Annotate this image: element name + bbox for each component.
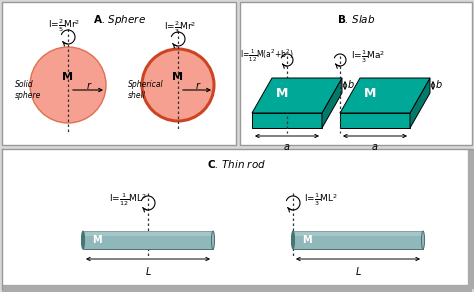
Text: M: M bbox=[302, 235, 312, 245]
Ellipse shape bbox=[30, 47, 106, 123]
Text: Solid
sphere: Solid sphere bbox=[15, 80, 41, 100]
FancyBboxPatch shape bbox=[83, 231, 213, 249]
Text: I=$\frac{1}{3}$Ma$^2$: I=$\frac{1}{3}$Ma$^2$ bbox=[351, 48, 385, 65]
Text: L: L bbox=[356, 267, 361, 277]
Text: b: b bbox=[436, 81, 442, 91]
Ellipse shape bbox=[421, 231, 425, 249]
Text: M: M bbox=[276, 87, 288, 100]
Ellipse shape bbox=[292, 231, 294, 249]
Text: r: r bbox=[87, 81, 91, 91]
FancyBboxPatch shape bbox=[2, 2, 236, 145]
Polygon shape bbox=[410, 78, 430, 128]
Text: b: b bbox=[348, 81, 354, 91]
Text: $\bf{A}$. Sphere: $\bf{A}$. Sphere bbox=[92, 13, 146, 27]
Text: $\bf{C}$. Thin rod: $\bf{C}$. Thin rod bbox=[208, 158, 266, 170]
Text: I=$\frac{2}{3}$Mr$^2$: I=$\frac{2}{3}$Mr$^2$ bbox=[164, 19, 196, 36]
FancyBboxPatch shape bbox=[293, 231, 423, 237]
Polygon shape bbox=[252, 78, 342, 113]
Text: M: M bbox=[92, 235, 102, 245]
Ellipse shape bbox=[211, 231, 215, 249]
Text: I=$\frac{1}{12}$M(a$^2$+b$^2$): I=$\frac{1}{12}$M(a$^2$+b$^2$) bbox=[240, 48, 294, 64]
Text: $\bf{B}$. Slab: $\bf{B}$. Slab bbox=[337, 13, 375, 25]
Text: M: M bbox=[173, 72, 183, 82]
Polygon shape bbox=[322, 78, 342, 128]
Ellipse shape bbox=[82, 231, 84, 249]
Text: I=$\frac{1}{12}$ML$^2$: I=$\frac{1}{12}$ML$^2$ bbox=[109, 191, 147, 208]
Text: Spherical
shell: Spherical shell bbox=[128, 80, 164, 100]
FancyBboxPatch shape bbox=[2, 149, 472, 290]
Text: L: L bbox=[146, 267, 151, 277]
Ellipse shape bbox=[142, 49, 214, 121]
Text: I=$\frac{2}{5}$Mr$^2$: I=$\frac{2}{5}$Mr$^2$ bbox=[48, 17, 80, 34]
Text: I=$\frac{1}{3}$ML$^2$: I=$\frac{1}{3}$ML$^2$ bbox=[304, 191, 338, 208]
Text: M: M bbox=[364, 87, 376, 100]
Text: r: r bbox=[196, 81, 200, 91]
FancyBboxPatch shape bbox=[240, 2, 472, 145]
Text: a: a bbox=[372, 142, 378, 152]
Text: M: M bbox=[63, 72, 73, 82]
Polygon shape bbox=[340, 113, 410, 128]
FancyBboxPatch shape bbox=[83, 231, 213, 237]
Polygon shape bbox=[340, 78, 430, 113]
Polygon shape bbox=[252, 113, 322, 128]
FancyBboxPatch shape bbox=[293, 231, 423, 249]
Text: a: a bbox=[284, 142, 290, 152]
